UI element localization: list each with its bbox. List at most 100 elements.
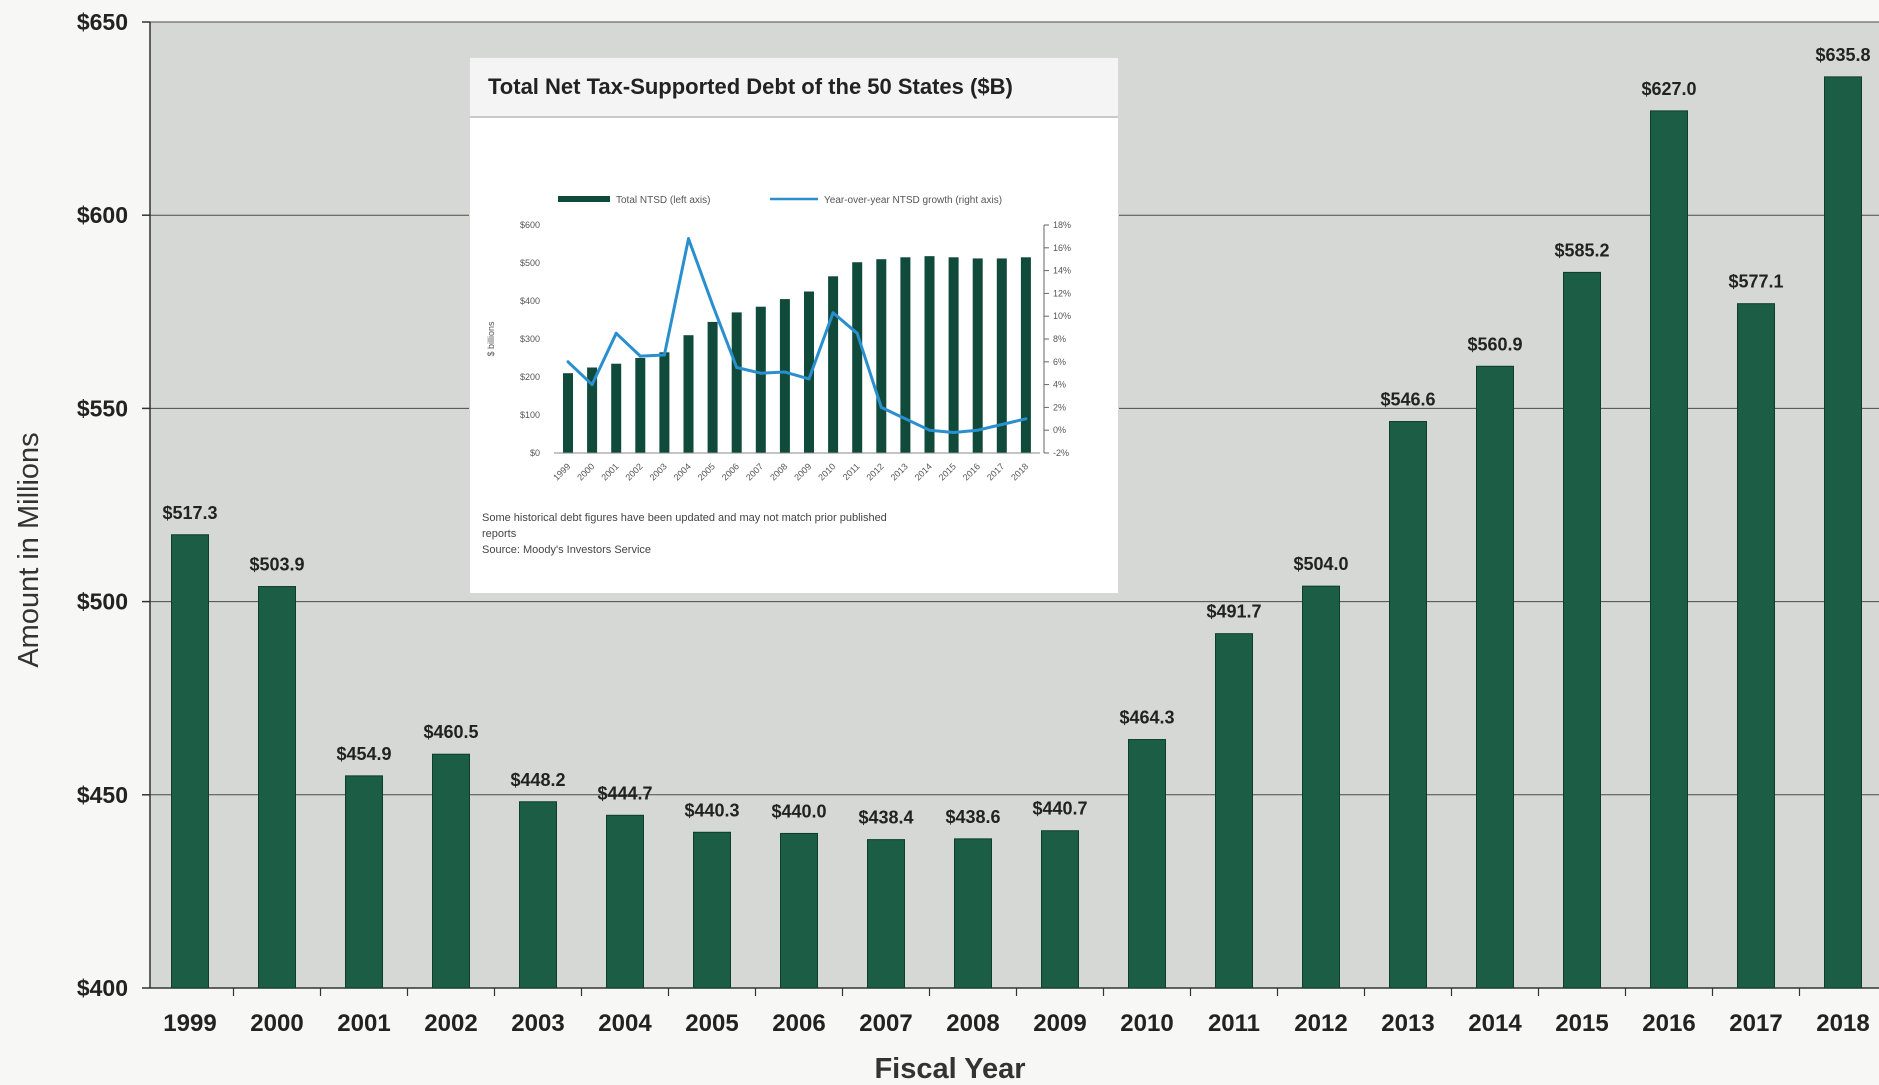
inset-x-tick-label: 2017 <box>985 461 1006 482</box>
bar <box>432 753 470 989</box>
x-tick-label: 2017 <box>1729 1010 1782 1037</box>
inset-x-tick-label: 2000 <box>575 461 596 482</box>
x-tick-label: 2012 <box>1294 1010 1347 1037</box>
inset-y-tick-label: $500 <box>520 258 540 268</box>
inset-bar <box>731 312 742 453</box>
y-tick-label: $500 <box>77 589 128 615</box>
x-tick-label: 2014 <box>1468 1010 1522 1037</box>
inset-y2-tick-label: 12% <box>1053 288 1071 298</box>
bar <box>606 814 644 989</box>
inset-y2-tick-label: 16% <box>1053 243 1071 253</box>
bar <box>1302 585 1340 989</box>
x-tick-label: 2002 <box>424 1010 477 1037</box>
bar <box>1476 365 1514 989</box>
inset-x-tick-label: 2003 <box>648 461 669 482</box>
inset-x-tick-label: 2007 <box>744 461 765 482</box>
inset-growth-point <box>976 428 980 432</box>
bar <box>954 838 992 989</box>
inset-bar <box>924 256 935 453</box>
inset-y2-tick-label: -2% <box>1053 448 1069 458</box>
x-tick-label: 2009 <box>1033 1010 1086 1037</box>
inset-x-tick-label: 2001 <box>599 461 620 482</box>
inset-growth-point <box>879 405 883 409</box>
y-axis-title: Amount in Millions <box>13 432 45 667</box>
inset-growth-point <box>566 360 570 364</box>
bar <box>1737 303 1775 989</box>
data-label: $585.2 <box>1554 240 1609 260</box>
inset-x-tick-label: 2015 <box>937 461 958 482</box>
data-label: $560.9 <box>1467 334 1522 354</box>
inset-x-tick-label: 2009 <box>792 461 813 482</box>
data-label: $440.0 <box>771 801 826 821</box>
data-label: $444.7 <box>597 783 652 803</box>
inset-growth-point <box>1024 417 1028 421</box>
data-label: $460.5 <box>423 722 478 742</box>
data-label: $438.4 <box>858 808 913 828</box>
bar <box>1128 739 1166 989</box>
inset-bar <box>755 306 766 453</box>
x-tick-label: 1999 <box>163 1010 216 1037</box>
data-label: $448.2 <box>510 770 565 790</box>
inset-bar <box>563 373 573 453</box>
inset-y2-tick-label: 10% <box>1053 311 1071 321</box>
inset-y2-tick-label: 4% <box>1053 380 1066 390</box>
legend-swatch-bar <box>558 196 610 202</box>
inset-bar <box>683 335 694 453</box>
inset-bar <box>876 259 887 453</box>
y-tick-label: $650 <box>77 9 128 35</box>
inset-x-tick-label: 2011 <box>841 461 862 482</box>
inset-growth-point <box>662 353 666 357</box>
inset-bar <box>900 257 911 453</box>
inset-growth-point <box>903 417 907 421</box>
inset-bar <box>779 299 790 453</box>
legend-label: Total NTSD (left axis) <box>616 195 710 206</box>
x-tick-label: 2008 <box>946 1010 999 1037</box>
y-tick-label: $550 <box>77 395 128 421</box>
inset-y-axis-title: $ billions <box>486 321 496 357</box>
data-label: $464.3 <box>1119 708 1174 728</box>
inset-bar <box>828 276 839 453</box>
inset-x-tick-label: 2014 <box>913 461 934 482</box>
bar <box>693 831 731 989</box>
data-label: $503.9 <box>249 555 304 575</box>
bar <box>780 832 818 989</box>
inset-growth-point <box>928 428 931 432</box>
data-label: $627.0 <box>1641 79 1696 99</box>
inset-x-tick-label: 2012 <box>864 461 885 482</box>
inset-growth-point <box>614 331 618 335</box>
inset-growth-point <box>638 354 642 358</box>
data-label: $504.0 <box>1293 554 1348 574</box>
inset-y2-tick-label: 8% <box>1053 334 1066 344</box>
x-tick-label: 2001 <box>337 1010 390 1037</box>
x-tick-label: 2000 <box>250 1010 303 1037</box>
inset-x-tick-label: 2002 <box>623 461 644 482</box>
inset-growth-point <box>1000 423 1004 426</box>
bar <box>1824 76 1862 989</box>
inset-growth-line <box>566 237 1027 434</box>
inset-bar <box>611 363 622 453</box>
bar <box>867 839 905 989</box>
inset-bar <box>635 358 646 453</box>
inset-y-tick-label: $400 <box>520 296 540 306</box>
bar <box>258 586 296 989</box>
inset-x-tick-label: 2018 <box>1009 461 1030 482</box>
inset-chart: Total NTSD (left axis) Year-over-year NTS… <box>486 195 1071 483</box>
inset-y2-tick-label: 18% <box>1053 220 1071 230</box>
inset-chart-panel: Total Net Tax-Supported Debt of the 50 S… <box>470 58 1118 593</box>
x-tick-label: 2003 <box>511 1010 564 1037</box>
x-tick-label: 2011 <box>1208 1010 1260 1037</box>
x-tick-label: 2006 <box>772 1010 825 1037</box>
legend-label: Year-over-year NTSD growth (right axis) <box>824 195 1002 206</box>
inset-y-tick-label: $200 <box>520 372 540 382</box>
inset-note: Some historical debt figures have been u… <box>482 510 1102 558</box>
inset-growth-point <box>952 430 956 434</box>
inset-title: Total Net Tax-Supported Debt of the 50 S… <box>470 58 1118 118</box>
bar <box>345 775 383 989</box>
inset-growth-point <box>855 331 859 335</box>
inset-x-tick-label: 2010 <box>816 461 837 482</box>
inset-bar <box>804 291 814 453</box>
inset-x-tick-label: 2005 <box>696 461 717 482</box>
inset-bar <box>852 262 863 453</box>
data-label: $438.6 <box>945 807 1000 827</box>
